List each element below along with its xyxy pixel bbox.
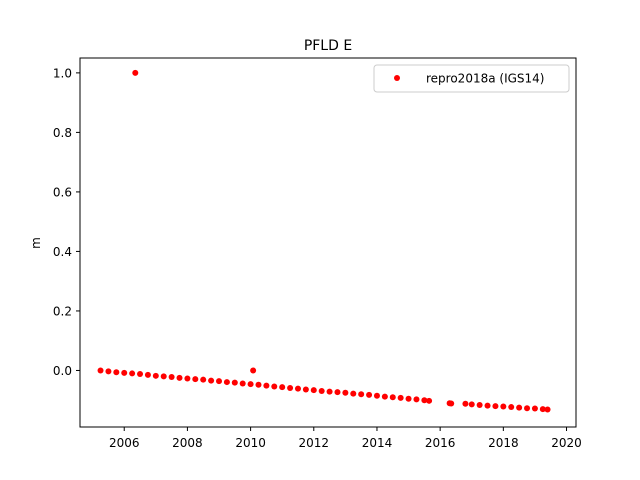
data-point bbox=[397, 394, 404, 401]
data-point bbox=[223, 379, 230, 386]
data-points bbox=[97, 69, 551, 413]
data-point bbox=[342, 389, 349, 396]
data-point bbox=[263, 382, 270, 389]
data-point bbox=[216, 378, 223, 385]
x-tick-label: 2006 bbox=[109, 436, 140, 450]
data-point bbox=[255, 381, 262, 388]
data-point bbox=[192, 376, 199, 383]
data-point bbox=[476, 401, 483, 408]
data-point bbox=[160, 373, 167, 380]
data-point bbox=[516, 404, 523, 411]
data-point bbox=[231, 379, 238, 386]
data-point bbox=[239, 380, 246, 387]
data-point bbox=[105, 368, 112, 375]
y-tick-label: 0.4 bbox=[53, 245, 72, 259]
plot-area-frame bbox=[79, 57, 577, 428]
x-tick-label: 2018 bbox=[488, 436, 519, 450]
data-point bbox=[144, 371, 151, 378]
data-point bbox=[247, 381, 254, 388]
data-point bbox=[334, 389, 341, 396]
x-axis-ticks: 2006 2008 2010 2012 2014 2016 2018 2020 bbox=[109, 427, 582, 450]
data-point bbox=[279, 384, 286, 391]
legend-box bbox=[373, 64, 570, 93]
data-point bbox=[508, 404, 515, 411]
x-tick-label: 2012 bbox=[299, 436, 330, 450]
data-point bbox=[121, 369, 128, 376]
data-point bbox=[500, 403, 507, 410]
y-tick-label: 0.0 bbox=[53, 364, 72, 378]
data-point bbox=[137, 371, 144, 378]
data-point bbox=[326, 388, 333, 395]
data-point bbox=[129, 370, 136, 377]
legend: repro2018a (IGS14) bbox=[373, 64, 570, 93]
data-point bbox=[152, 372, 159, 379]
data-point bbox=[310, 387, 317, 394]
data-point bbox=[544, 406, 551, 413]
data-point bbox=[468, 401, 475, 408]
y-tick-label: 0.6 bbox=[53, 185, 72, 199]
data-point bbox=[531, 405, 538, 412]
data-point bbox=[373, 392, 380, 399]
chart-title: PFLD E bbox=[304, 38, 352, 54]
data-point bbox=[426, 397, 433, 404]
data-point bbox=[287, 385, 294, 392]
data-point bbox=[318, 387, 325, 394]
data-point bbox=[524, 405, 531, 412]
data-point bbox=[208, 377, 215, 384]
data-point bbox=[413, 396, 420, 403]
legend-marker bbox=[394, 75, 400, 81]
x-tick-label: 2008 bbox=[172, 436, 203, 450]
legend-label: repro2018a (IGS14) bbox=[426, 72, 544, 86]
y-tick-label: 1.0 bbox=[53, 66, 72, 80]
data-point bbox=[113, 369, 120, 376]
data-point bbox=[350, 390, 357, 397]
x-tick-label: 2010 bbox=[235, 436, 266, 450]
data-point bbox=[492, 403, 499, 410]
data-point bbox=[97, 367, 104, 374]
x-tick-label: 2014 bbox=[362, 436, 393, 450]
y-axis-ticks: 0.0 0.2 0.4 0.6 0.8 1.0 bbox=[53, 66, 80, 378]
data-point bbox=[132, 69, 139, 76]
data-point bbox=[381, 393, 388, 400]
data-point bbox=[294, 385, 301, 392]
data-point bbox=[250, 367, 257, 374]
data-point bbox=[271, 383, 278, 390]
data-point bbox=[358, 391, 365, 398]
x-tick-label: 2016 bbox=[425, 436, 456, 450]
data-point bbox=[302, 386, 309, 393]
data-point bbox=[484, 402, 491, 409]
data-point bbox=[421, 397, 428, 404]
data-point bbox=[462, 400, 469, 407]
y-tick-label: 0.8 bbox=[53, 126, 72, 140]
data-point bbox=[366, 391, 373, 398]
data-point bbox=[176, 374, 183, 381]
data-point bbox=[448, 400, 455, 407]
data-point bbox=[389, 394, 396, 401]
data-point bbox=[405, 395, 412, 402]
data-point bbox=[539, 406, 546, 413]
y-tick-label: 0.2 bbox=[53, 304, 72, 318]
x-tick-label: 2020 bbox=[551, 436, 582, 450]
data-point bbox=[168, 374, 175, 381]
data-point bbox=[184, 375, 191, 382]
data-point bbox=[200, 376, 207, 383]
y-axis-label: m bbox=[29, 237, 43, 249]
